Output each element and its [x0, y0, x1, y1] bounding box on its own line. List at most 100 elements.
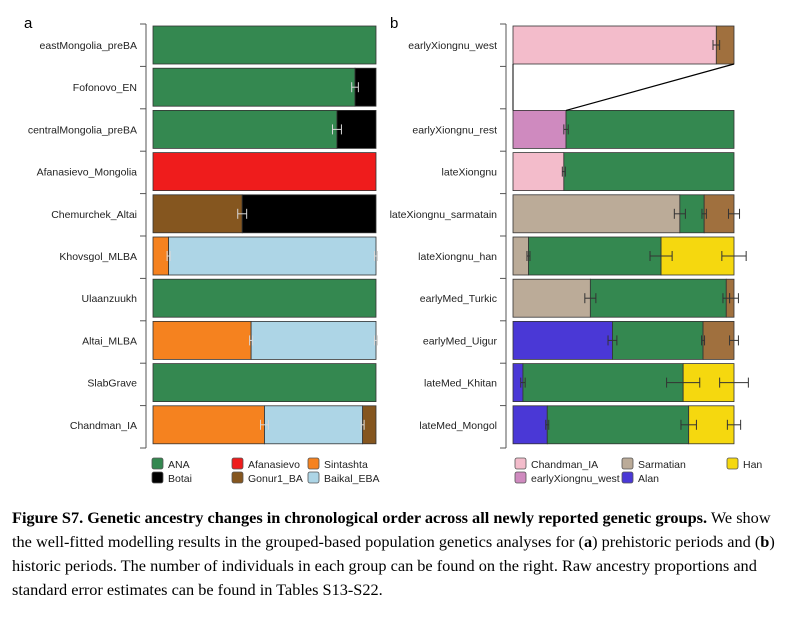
- bar-segment-Sintashta: [152, 236, 170, 276]
- legend-swatch: [726, 457, 739, 470]
- error-bar: [526, 251, 531, 261]
- bar-row: Ulaanzuukh: [82, 278, 377, 318]
- group-label: centralMongolia_preBA: [28, 124, 137, 136]
- legend-swatch: [514, 457, 527, 470]
- legend-label: Sarmatian: [638, 459, 686, 471]
- legend-swatch: [151, 471, 164, 484]
- bar-segment-Chandman_IA: [512, 152, 565, 192]
- error-bar: [649, 251, 673, 261]
- legend-swatch: [307, 457, 320, 470]
- bar-segment-Gonur1_BA: [702, 320, 735, 360]
- legend-swatch: [151, 457, 164, 470]
- caption-body-1: We show the well-fitted modelling result…: [12, 508, 771, 551]
- group-label: eastMongolia_preBA: [40, 40, 137, 52]
- bar-segment-Alan: [512, 320, 613, 360]
- bar-segment-Baikal_EBA: [168, 236, 377, 276]
- legend-item: Alan: [621, 471, 659, 485]
- bar-row: earlyXiongnu_rest: [412, 110, 735, 149]
- legend-swatch: [621, 471, 634, 484]
- bar-row: earlyMed_Turkic: [420, 278, 739, 318]
- error-bar: [701, 335, 706, 346]
- legend-label: Han: [743, 459, 762, 471]
- legend-item: Botai: [151, 471, 192, 485]
- error-bar: [249, 335, 254, 346]
- legend-label: Chandman_IA: [531, 459, 598, 471]
- error-bar: [712, 40, 721, 50]
- bar-segment-Baikal_EBA: [250, 320, 377, 360]
- legend-label: Sintashta: [324, 459, 368, 471]
- legend-label: ANA: [168, 459, 190, 471]
- bar-segment-ANA: [546, 405, 690, 445]
- bar-row: Chandman_IA: [70, 405, 377, 445]
- error-bar: [729, 335, 739, 346]
- bar-segment-ANA: [565, 110, 735, 149]
- panel-b: b earlyXiongnu_west earlyXiongnu_rest lateX…: [390, 15, 763, 485]
- error-bar: [726, 419, 742, 430]
- error-bar: [351, 82, 359, 93]
- bar-segment-Gonur1_BA: [362, 405, 377, 445]
- bar-row: Fofonovo_EN: [73, 67, 377, 107]
- error-bar: [729, 293, 739, 304]
- bar-segment-ANA: [152, 25, 377, 65]
- group-label: lateXiongnu_sarmatain: [390, 209, 498, 221]
- bar-row: earlyMed_Uigur: [423, 320, 739, 360]
- group-label: lateMed_Khitan: [424, 378, 497, 390]
- caption-panel-b: b: [760, 532, 770, 551]
- bar-segment-earlyXiongnu_west: [512, 110, 567, 149]
- error-bar: [561, 166, 566, 177]
- bar-segment-Gonur1_BA: [152, 194, 243, 234]
- panel-a: a eastMongolia_preBA Fofonovo_EN centralMon…: [24, 15, 379, 485]
- legend-swatch: [621, 457, 634, 470]
- legend-swatch: [307, 471, 320, 484]
- error-bar: [259, 419, 270, 430]
- bar-row: SlabGrave: [87, 363, 377, 403]
- legend-label: Alan: [638, 473, 659, 485]
- group-label: lateMed_Mongol: [419, 420, 497, 432]
- bar-row: lateXiongnu_han: [418, 236, 747, 276]
- legend-label: Gonur1_BA: [248, 473, 303, 485]
- group-label: Ulaanzuukh: [82, 293, 138, 305]
- bar-segment-ANA: [612, 320, 704, 360]
- bar-segment-ANA: [152, 110, 338, 149]
- panel-label: b: [390, 15, 398, 32]
- caption-body-3: ) historic periods. The number of indivi…: [12, 532, 775, 599]
- bar-row: Chemurchek_Altai: [51, 194, 377, 234]
- bar-segment-ANA: [563, 152, 735, 192]
- legend-item: Han: [726, 457, 762, 471]
- group-label: earlyMed_Turkic: [420, 293, 497, 305]
- legend-swatch: [231, 457, 244, 470]
- bar-segment-Botai: [241, 194, 377, 234]
- error-bar: [563, 124, 569, 135]
- error-bar: [680, 419, 697, 430]
- legend-item: earlyXiongnu_west: [514, 471, 620, 485]
- legend-label: Botai: [168, 473, 192, 485]
- bar-segment-Sintashta: [152, 320, 252, 360]
- error-bar: [332, 124, 342, 135]
- group-label: Altai_MLBA: [82, 335, 137, 347]
- error-bar: [374, 251, 378, 261]
- error-bar: [360, 419, 365, 430]
- bar-segment-ANA: [152, 278, 377, 318]
- bar-row: lateXiongnu: [442, 152, 735, 192]
- group-label: Chandman_IA: [70, 420, 137, 432]
- bar-segment-ANA: [528, 236, 662, 276]
- bar-segment-Sarmatian: [512, 236, 529, 276]
- bar-segment-Sarmatian: [512, 194, 681, 234]
- legend-label: earlyXiongnu_west: [531, 473, 620, 485]
- error-bar: [607, 335, 618, 346]
- legend-swatch: [231, 471, 244, 484]
- error-bar: [701, 208, 707, 219]
- legend-item: Sarmatian: [621, 457, 686, 471]
- bar-segment-ANA: [152, 67, 356, 107]
- bar-row: earlyXiongnu_west: [408, 25, 735, 65]
- legend-item: ANA: [151, 457, 190, 471]
- group-label: SlabGrave: [87, 378, 137, 390]
- bar-row: Afanasievo_Mongolia: [37, 152, 377, 192]
- panel-label: a: [24, 15, 33, 32]
- bar-segment-ANA: [152, 363, 377, 403]
- error-bar: [721, 251, 747, 261]
- bar-segment-Baikal_EBA: [264, 405, 364, 445]
- bar-row: centralMongolia_preBA: [28, 110, 377, 149]
- caption-body-2: ) prehistoric periods and (: [592, 532, 761, 551]
